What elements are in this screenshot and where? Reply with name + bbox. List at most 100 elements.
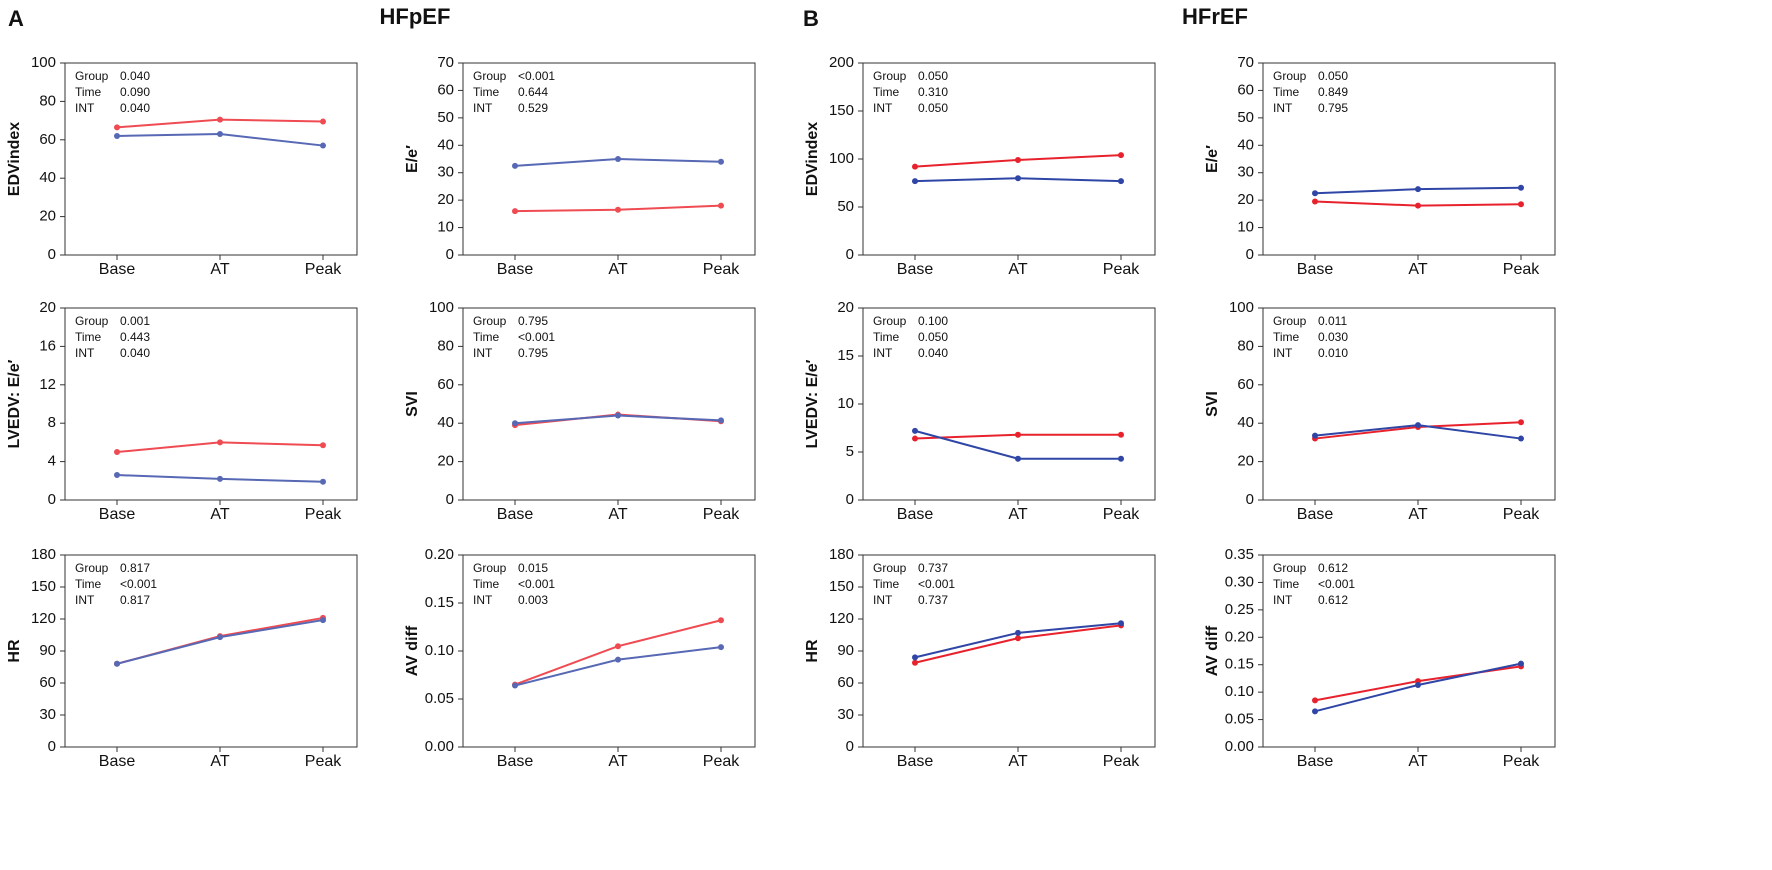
y-tick-label: 80 <box>39 92 56 109</box>
x-tick-label: AT <box>210 506 229 523</box>
y-tick-label: 40 <box>1237 414 1254 431</box>
stat-value: 0.795 <box>518 314 548 328</box>
y-tick-label: 0.20 <box>1225 628 1254 645</box>
y-tick-label: 80 <box>1237 337 1254 354</box>
stat-label: Time <box>75 330 102 344</box>
x-tick-label: AT <box>608 753 627 770</box>
stat-value: <0.001 <box>518 330 555 344</box>
stat-label: INT <box>1273 346 1293 360</box>
data-point <box>320 118 326 125</box>
stat-value: 0.001 <box>120 314 150 328</box>
x-tick-label: AT <box>1008 506 1027 523</box>
data-point <box>1312 697 1318 704</box>
stat-label: INT <box>1273 101 1293 115</box>
y-axis-label: SVI <box>404 391 421 417</box>
data-point <box>912 163 918 170</box>
data-point <box>512 682 518 689</box>
data-point <box>1118 178 1124 185</box>
data-point <box>615 656 621 663</box>
y-tick-label: 0.25 <box>1225 601 1254 618</box>
stat-label: Time <box>873 85 900 99</box>
y-tick-label: 20 <box>837 299 854 316</box>
data-point <box>1312 198 1318 205</box>
panel-label: A <box>8 6 24 31</box>
data-point <box>1415 682 1421 689</box>
stat-value: <0.001 <box>518 577 555 591</box>
panel-title: HFpEF <box>380 4 451 29</box>
x-tick-label: Peak <box>305 506 342 523</box>
plot-frame <box>1262 307 1556 501</box>
y-axis-label: EDVindex <box>6 122 23 197</box>
stat-value: 0.612 <box>1318 593 1348 607</box>
y-tick-label: 30 <box>1237 164 1254 181</box>
x-tick-label: AT <box>608 261 627 278</box>
data-point <box>718 158 724 165</box>
plot-frame <box>462 307 756 501</box>
stat-value: 0.011 <box>1318 314 1347 328</box>
data-point <box>320 478 326 485</box>
data-point <box>1118 620 1124 627</box>
x-tick-label: Base <box>1297 506 1334 523</box>
stat-label: INT <box>873 593 893 607</box>
stat-label: INT <box>473 101 493 115</box>
y-tick-label: 0 <box>846 738 854 755</box>
stat-value: 0.817 <box>120 593 150 607</box>
x-tick-label: Base <box>99 261 136 278</box>
y-tick-label: 20 <box>39 208 56 225</box>
data-point <box>1118 431 1124 438</box>
data-point <box>1415 422 1421 429</box>
plot-frame <box>1262 62 1556 256</box>
stat-value: 0.817 <box>120 561 150 575</box>
data-point <box>1118 455 1124 462</box>
y-tick-label: 60 <box>1237 376 1254 393</box>
stat-label: Group <box>1273 69 1307 83</box>
data-point <box>1118 152 1124 159</box>
data-point <box>1312 708 1318 715</box>
stat-label: Time <box>1273 330 1300 344</box>
y-tick-label: 0.35 <box>1225 546 1254 563</box>
y-tick-label: 100 <box>429 299 454 316</box>
data-point <box>1015 629 1021 636</box>
y-tick-label: 30 <box>39 706 56 723</box>
panel-label: B <box>803 6 819 31</box>
stat-label: Group <box>75 561 109 575</box>
y-axis-label: HR <box>6 639 23 663</box>
stat-value: 0.644 <box>518 85 548 99</box>
x-tick-label: Peak <box>703 753 740 770</box>
x-tick-label: Peak <box>1103 506 1140 523</box>
stat-value: <0.001 <box>518 69 555 83</box>
y-tick-label: 5 <box>846 443 854 460</box>
y-tick-label: 70 <box>437 54 454 71</box>
y-tick-label: 50 <box>437 109 454 126</box>
data-point <box>912 435 918 442</box>
y-axis-label: E/e′ <box>404 145 421 173</box>
x-tick-label: Peak <box>703 261 740 278</box>
x-tick-label: AT <box>210 753 229 770</box>
x-tick-label: Base <box>1297 753 1334 770</box>
stat-label: Group <box>873 69 907 83</box>
x-tick-label: Base <box>897 753 934 770</box>
y-tick-label: 30 <box>837 706 854 723</box>
stat-value: 0.737 <box>918 593 948 607</box>
stat-value: 0.050 <box>918 330 948 344</box>
stat-value: 0.050 <box>918 69 948 83</box>
y-tick-label: 0.05 <box>425 690 454 707</box>
data-point <box>1518 660 1524 667</box>
y-tick-label: 120 <box>829 610 854 627</box>
x-tick-label: Peak <box>1103 753 1140 770</box>
y-tick-label: 40 <box>437 414 454 431</box>
y-tick-label: 150 <box>829 578 854 595</box>
data-line <box>514 646 722 687</box>
stat-label: Time <box>473 577 500 591</box>
y-axis-label: SVI <box>1204 391 1221 417</box>
stat-label: INT <box>473 346 493 360</box>
data-point <box>320 142 326 149</box>
plot-frame <box>1262 554 1556 748</box>
y-tick-label: 60 <box>837 674 854 691</box>
data-point <box>1015 455 1021 462</box>
stat-value: 0.040 <box>120 101 150 115</box>
x-tick-label: Base <box>897 506 934 523</box>
x-tick-label: Peak <box>1503 753 1540 770</box>
y-tick-label: 0.10 <box>425 642 454 659</box>
stat-value: <0.001 <box>120 577 157 591</box>
